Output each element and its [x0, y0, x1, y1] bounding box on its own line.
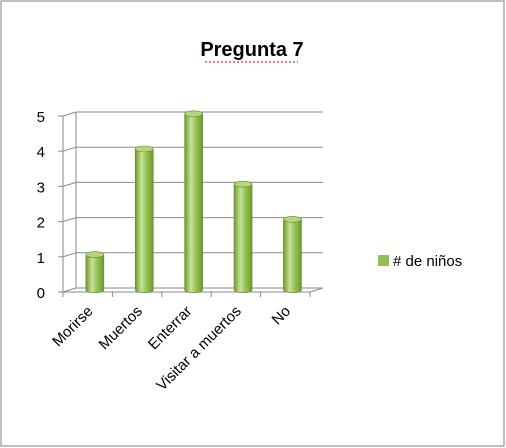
floor-edge — [309, 287, 324, 293]
bar-top — [134, 145, 154, 153]
gridline-side — [62, 181, 77, 187]
bar — [184, 110, 203, 294]
gridline-side — [62, 287, 77, 293]
chart-title: Pregunta 7 — [200, 39, 303, 61]
bar — [233, 180, 253, 294]
bar-top — [283, 216, 302, 223]
bar-top — [233, 180, 253, 188]
bar-top — [85, 251, 105, 258]
legend: # de niños — [378, 253, 462, 270]
bar-body — [283, 219, 302, 294]
bar-body — [85, 254, 105, 294]
y-tick-label: 0 — [37, 285, 45, 302]
bars — [85, 110, 302, 294]
gridline-side — [62, 252, 77, 258]
y-tick-labels: 0 1 2 3 4 5 — [37, 109, 45, 302]
bar — [85, 251, 105, 294]
bar — [134, 145, 154, 294]
bar-body — [134, 148, 154, 294]
y-tick-label: 4 — [37, 144, 45, 161]
gridline-side — [62, 217, 77, 223]
y-tick-label: 5 — [37, 109, 45, 126]
bar — [283, 216, 302, 294]
bar-top — [184, 110, 203, 118]
bar-body — [233, 183, 253, 294]
y-tick-label: 1 — [37, 250, 45, 267]
y-tick-label: 2 — [37, 215, 45, 232]
gridline-side — [62, 146, 77, 152]
gridline-side — [62, 111, 77, 117]
legend-label: # de niños — [393, 253, 462, 270]
axes — [58, 115, 324, 297]
y-tick-label: 3 — [37, 179, 45, 196]
bar-body — [184, 113, 203, 294]
legend-swatch — [378, 255, 389, 266]
